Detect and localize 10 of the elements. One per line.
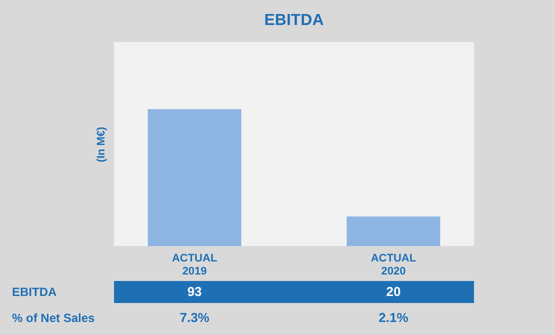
text: % of Net Sales [12,311,96,325]
data-label: 20 [386,284,401,299]
text: 7.3% [180,310,210,325]
y-axis-title: (In M€) [96,126,108,162]
text: 2.1% [378,310,409,325]
text: EBITDA [12,285,57,299]
chart-title: EBITDA [264,12,324,29]
x-tick-label: ACTUAL 2020 [370,252,416,278]
data-label: 93 [187,284,202,299]
x-tick-label: ACTUAL 2019 [172,252,218,278]
